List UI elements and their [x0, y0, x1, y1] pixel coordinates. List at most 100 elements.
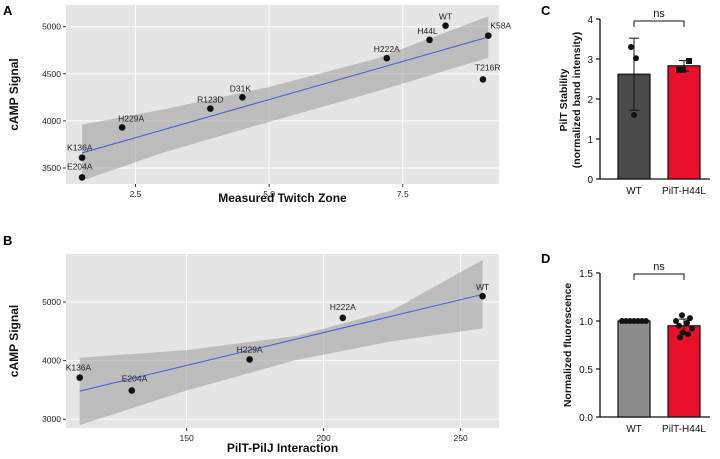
c-data-point-wt-2 — [631, 112, 637, 118]
d-xtick-label-wt: WT — [626, 424, 642, 435]
a-point-label-k136a: K136A — [67, 143, 93, 153]
d-bar-wt — [617, 320, 651, 418]
d-data-point-pilt-h44l-0 — [679, 312, 685, 319]
panel-d: D 0.0 0.5 1.0 1.5 WT PilT-H44L ns Normalized… — [541, 251, 710, 435]
panel-b-y-label: cAMP Signal — [7, 305, 21, 377]
b-xtick-label-0: 150 — [179, 433, 193, 443]
panel-a-points: WT K58A H44L H222A T216R D31K R123D H229A K136A E… — [67, 12, 511, 181]
panel-c-y-label-line2: (normalized band intensity) — [571, 32, 583, 169]
b-point-label-e204a: E204A — [122, 374, 148, 384]
d-data-point-pilt-h44l-4 — [676, 322, 682, 329]
c-significance-label: ns — [653, 8, 665, 20]
b-point-k136a — [76, 374, 84, 381]
b-point-wt — [479, 292, 486, 300]
a-point-h229a — [118, 124, 126, 131]
d-significance-line — [633, 273, 685, 280]
a-point-label-e204a: E204A — [67, 161, 93, 171]
a-ytick-label-2: 4500 — [42, 69, 61, 79]
d-ytick-label-2: 1.0 — [579, 317, 593, 328]
panel-d-y-ticks: 0.0 0.5 1.0 1.5 — [579, 269, 600, 424]
panel-a-x-label: Measured Twitch Zone — [218, 191, 347, 205]
a-ytick-label-0: 3500 — [42, 163, 61, 173]
d-xtick-label-pilt-h44l: PilT-H44L — [662, 424, 706, 435]
d-data-point-pilt-h44l-8 — [677, 334, 683, 341]
panel-d-y-label: Normalized fluorescence — [562, 283, 574, 407]
d-significance-label: ns — [653, 261, 665, 273]
panel-c: C 0 1 2 3 4 WT PilT-H44L ns PilT Stability (n… — [541, 3, 710, 197]
panel-d-x-ticks: WT PilT-H44L — [626, 424, 706, 435]
b-xtick-label-2: 250 — [454, 433, 468, 443]
b-xtick-label-1: 200 — [317, 433, 331, 443]
a-point-label-k58a: K58A — [490, 21, 511, 31]
a-point-t216r — [479, 76, 487, 83]
d-data-point-pilt-h44l-7 — [685, 331, 691, 338]
panel-c-significance-bracket: ns — [633, 8, 685, 27]
a-point-k136a — [78, 154, 86, 161]
panel-c-letter: C — [541, 3, 551, 18]
c-data-point-pilt-h44l-1 — [676, 66, 682, 73]
panel-a-y-ticks: 3500 4000 4500 5000 — [42, 22, 66, 173]
panel-a-fit-line — [81, 36, 489, 154]
c-data-point-wt-0 — [628, 44, 634, 50]
c-bar-pilt-h44l — [667, 65, 701, 180]
panel-b-x-ticks: 150 200 250 — [179, 428, 468, 443]
panel-d-bars — [617, 312, 701, 418]
b-point-h229a — [246, 356, 253, 363]
c-ytick-label-0: 0 — [587, 175, 593, 186]
a-point-label-t216r: T216R — [475, 62, 501, 72]
a-point-label-d31k: D31K — [230, 83, 252, 93]
panel-c-y-label-line1: PilT Stability — [558, 68, 570, 131]
c-ytick-label-1: 1 — [587, 135, 593, 146]
a-point-label-h229a: H229A — [118, 113, 144, 123]
d-bar-pilt-h44l — [667, 325, 701, 418]
a-point-h222a — [383, 54, 391, 62]
b-point-label-h222a: H222A — [330, 302, 356, 312]
panel-a-letter: A — [3, 3, 13, 18]
a-point-wt — [442, 22, 449, 30]
panel-b-letter: B — [3, 233, 12, 248]
panel-c-y-ticks: 0 1 2 3 4 — [587, 15, 600, 186]
c-ytick-label-2: 2 — [587, 95, 593, 106]
c-ytick-label-3: 3 — [587, 55, 593, 66]
d-ytick-label-1: 0.5 — [579, 365, 593, 376]
panel-c-bars — [617, 37, 701, 180]
panel-a-x-ticks: 2.5 5.0 7.5 — [130, 184, 409, 199]
d-ytick-label-3: 1.5 — [579, 269, 593, 280]
b-point-label-wt: WT — [476, 282, 489, 292]
a-point-label-r123d: R123D — [197, 95, 223, 105]
panel-b-points: WT H222A H229A K136A E204A — [66, 282, 489, 394]
c-xtick-label-wt: WT — [626, 186, 642, 197]
a-xtick-label-0: 2.5 — [130, 189, 142, 199]
d-data-point-pilt-h44l-3 — [684, 319, 690, 326]
a-point-h44l — [426, 36, 433, 44]
a-point-d31k — [239, 94, 246, 101]
c-data-point-wt-1 — [633, 55, 639, 62]
panel-c-x-ticks: WT PilT-H44L — [626, 186, 706, 197]
b-point-label-h229a: H229A — [237, 344, 263, 354]
c-xtick-label-pilt-h44l: PilT-H44L — [662, 186, 706, 197]
a-point-label-h222a: H222A — [374, 44, 400, 54]
b-ytick-label-0: 3000 — [42, 414, 61, 424]
c-data-point-pilt-h44l-0 — [686, 58, 692, 64]
b-point-h222a — [339, 314, 347, 322]
c-ytick-label-4: 4 — [587, 15, 593, 26]
b-point-e204a — [128, 387, 136, 394]
a-ytick-label-3: 5000 — [42, 22, 61, 32]
d-data-point-pilt-h44l-5 — [689, 325, 695, 332]
panel-b-y-ticks: 3000 4000 5000 — [42, 297, 66, 424]
a-point-k58a — [485, 32, 492, 39]
b-point-label-k136a: K136A — [66, 363, 92, 373]
panel-b-fit-line — [79, 293, 483, 392]
panel-a: A WT K58A H44L H222A T216R D31K R123D H229A K136… — [3, 3, 511, 205]
panel-d-letter: D — [541, 251, 550, 266]
panel-d-significance-bracket: ns — [633, 261, 685, 280]
a-point-label-h44l: H44L — [417, 26, 438, 36]
panel-b: B WT H222A H229A K136A E204A 150 200 250 3000 4… — [3, 233, 499, 455]
panel-b-x-label: PilT-PilJ Interaction — [227, 441, 338, 455]
a-ytick-label-1: 4000 — [42, 116, 61, 126]
a-xtick-label-1: 5.0 — [263, 189, 275, 199]
d-ytick-label-0: 0.0 — [579, 413, 593, 424]
a-point-r123d — [207, 105, 214, 112]
c-data-point-pilt-h44l-2 — [680, 66, 686, 73]
